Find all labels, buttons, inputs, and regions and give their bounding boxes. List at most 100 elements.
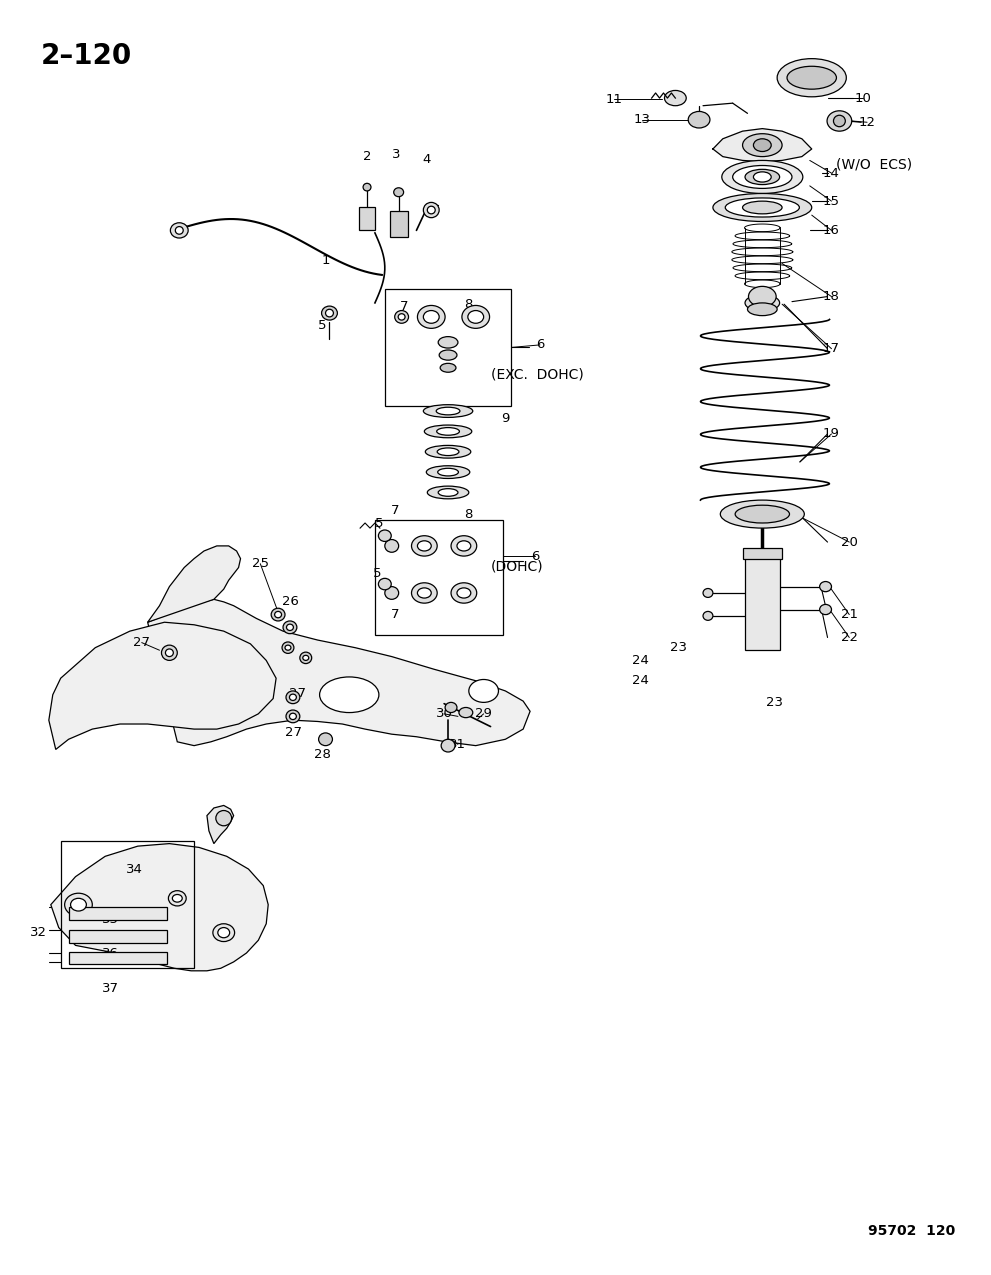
Ellipse shape	[438, 468, 459, 476]
Text: 14: 14	[824, 167, 840, 180]
Ellipse shape	[703, 589, 713, 598]
Ellipse shape	[747, 303, 777, 316]
Ellipse shape	[165, 649, 173, 657]
Ellipse shape	[441, 740, 455, 752]
Ellipse shape	[665, 91, 686, 106]
Ellipse shape	[745, 170, 780, 185]
Text: 31: 31	[450, 738, 467, 751]
Ellipse shape	[720, 500, 805, 528]
Ellipse shape	[170, 223, 188, 238]
Ellipse shape	[713, 194, 812, 222]
Ellipse shape	[457, 588, 471, 598]
Ellipse shape	[833, 115, 845, 126]
Text: 19: 19	[824, 427, 840, 440]
Ellipse shape	[748, 287, 776, 307]
Ellipse shape	[286, 691, 300, 704]
Ellipse shape	[319, 677, 379, 713]
Text: 33: 33	[210, 812, 227, 825]
Text: 4: 4	[422, 153, 430, 166]
Ellipse shape	[820, 581, 831, 592]
Bar	[359, 208, 375, 231]
Bar	[68, 908, 167, 921]
Ellipse shape	[303, 655, 309, 660]
Ellipse shape	[411, 536, 437, 556]
Ellipse shape	[438, 488, 458, 496]
Text: 23: 23	[766, 696, 783, 709]
Ellipse shape	[436, 407, 460, 414]
Text: 29: 29	[476, 708, 493, 720]
Bar	[744, 555, 780, 650]
Text: 1: 1	[321, 255, 330, 268]
Ellipse shape	[172, 895, 182, 903]
Ellipse shape	[451, 583, 477, 603]
Ellipse shape	[459, 708, 473, 718]
Text: 34: 34	[127, 863, 144, 876]
Text: 20: 20	[840, 536, 858, 548]
Text: 5: 5	[375, 516, 384, 529]
Ellipse shape	[437, 448, 459, 455]
Text: 7: 7	[390, 608, 399, 621]
Ellipse shape	[688, 111, 710, 128]
Text: 11: 11	[606, 93, 622, 106]
Ellipse shape	[440, 363, 456, 372]
Text: 3: 3	[392, 148, 401, 161]
Text: 24: 24	[632, 674, 649, 687]
Ellipse shape	[742, 201, 782, 214]
Ellipse shape	[462, 306, 490, 329]
Bar	[68, 951, 167, 964]
Text: 35: 35	[102, 913, 119, 927]
Text: 12: 12	[858, 116, 876, 129]
Ellipse shape	[286, 625, 293, 631]
Ellipse shape	[300, 652, 312, 663]
Ellipse shape	[425, 445, 471, 458]
Ellipse shape	[213, 924, 235, 941]
Ellipse shape	[468, 311, 484, 324]
Text: 2–120: 2–120	[41, 42, 132, 70]
Text: 2: 2	[363, 150, 372, 163]
Ellipse shape	[735, 505, 790, 523]
Text: 37: 37	[102, 982, 119, 994]
Ellipse shape	[725, 198, 800, 217]
Ellipse shape	[827, 111, 851, 131]
Ellipse shape	[379, 579, 391, 590]
Text: 10: 10	[854, 92, 871, 105]
Polygon shape	[207, 806, 234, 844]
Ellipse shape	[423, 311, 439, 324]
Ellipse shape	[162, 645, 177, 660]
Text: 95702  120: 95702 120	[868, 1224, 955, 1238]
Ellipse shape	[363, 184, 371, 191]
Bar	[389, 212, 407, 237]
Ellipse shape	[753, 172, 771, 182]
Text: 5: 5	[373, 567, 382, 580]
Ellipse shape	[787, 66, 836, 89]
Ellipse shape	[175, 227, 183, 235]
Text: 8: 8	[464, 507, 472, 520]
Text: 23: 23	[670, 641, 687, 654]
Text: 28: 28	[314, 748, 331, 761]
Text: 24: 24	[632, 654, 649, 667]
Text: 32: 32	[31, 926, 48, 940]
Ellipse shape	[285, 645, 291, 650]
Text: 30: 30	[436, 708, 453, 720]
Ellipse shape	[325, 310, 333, 317]
Bar	[68, 929, 167, 942]
Ellipse shape	[289, 713, 296, 719]
Ellipse shape	[216, 811, 232, 826]
Ellipse shape	[275, 612, 281, 618]
Text: 21: 21	[840, 608, 858, 621]
Text: (EXC.  DOHC): (EXC. DOHC)	[491, 367, 584, 381]
Ellipse shape	[469, 680, 498, 703]
Ellipse shape	[445, 703, 457, 713]
Ellipse shape	[426, 465, 470, 478]
Ellipse shape	[168, 891, 186, 907]
Polygon shape	[49, 622, 276, 750]
Text: 22: 22	[840, 631, 858, 644]
Polygon shape	[148, 599, 530, 746]
Bar	[742, 548, 782, 558]
Ellipse shape	[427, 486, 469, 499]
Ellipse shape	[423, 404, 473, 417]
Text: 5: 5	[318, 319, 327, 333]
Text: 8: 8	[464, 297, 472, 311]
Ellipse shape	[385, 586, 398, 599]
Bar	[375, 520, 503, 635]
